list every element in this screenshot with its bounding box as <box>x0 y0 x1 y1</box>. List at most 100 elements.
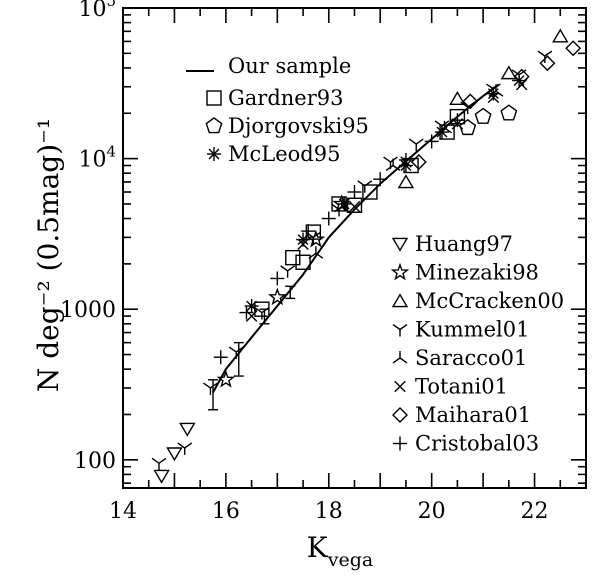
legend-swatch-mcleod95 <box>207 147 221 161</box>
point-saracco01-stroke <box>308 252 317 259</box>
legend-label-cristobal03: Cristobal03 <box>415 432 539 456</box>
point-kummel01-stroke <box>518 69 527 76</box>
point-huang97-shape <box>166 447 183 462</box>
legend-swatch-cristobal03 <box>393 436 407 451</box>
point-kummel01-stroke <box>357 180 366 187</box>
point-djorgovski95-shape <box>500 104 518 121</box>
point-totani01 <box>297 238 309 250</box>
point-huang97-shape <box>153 469 170 484</box>
point-saracco01-stroke <box>315 252 324 259</box>
y-axis-label: N deg⁻² (0.5mag)⁻¹ <box>32 118 65 392</box>
y-tick-label: 104 <box>78 143 116 173</box>
point-saracco01-stroke <box>437 127 445 134</box>
legend-swatch-totani01 <box>394 380 406 393</box>
point-gardner93 <box>285 249 301 266</box>
legend-swatch-mccracken00 <box>391 293 409 308</box>
point-kummel01-stroke <box>364 180 373 187</box>
point-mccracken00-shape <box>397 174 415 189</box>
axis-ticks <box>122 7 587 488</box>
point-kummel01-stroke <box>235 346 244 353</box>
point-djorgovski95 <box>500 104 518 121</box>
point-totani01-stroke <box>245 310 258 322</box>
legend-label-djorgovski95: Djorgovski95 <box>228 114 369 138</box>
x-tick-label: 20 <box>418 499 446 524</box>
point-kummel01 <box>537 50 553 64</box>
point-huang97 <box>166 447 183 462</box>
point-maihara01 <box>539 55 556 72</box>
point-huang97-shape <box>179 422 196 437</box>
point-kummel01 <box>228 346 244 359</box>
x-tick-label: 18 <box>315 499 343 524</box>
point-minezaki98 <box>306 229 326 248</box>
point-gardner93-shape <box>285 249 301 266</box>
point-kummel01-stroke <box>254 307 263 314</box>
point-kummel01-stroke <box>408 138 417 145</box>
point-kummel01-stroke <box>287 265 296 272</box>
x-axis-label: Kvega <box>307 531 373 571</box>
point-mccracken00-shape <box>449 90 466 105</box>
point-kummel01-stroke <box>460 101 469 108</box>
point-totani01 <box>348 200 361 213</box>
legend-label-huang97: Huang97 <box>415 232 513 256</box>
point-kummel01 <box>177 442 193 455</box>
legend-swatch-huang97 <box>391 237 409 252</box>
point-kummel01 <box>254 307 270 320</box>
point-saracco01-stroke <box>385 164 394 171</box>
legend-swatch-saracco01 <box>392 351 408 364</box>
point-gardner93 <box>362 184 378 200</box>
point-kummel01-stroke <box>177 442 186 449</box>
y-tick-label: 105 <box>78 0 116 22</box>
point-kummel01 <box>357 180 373 193</box>
legend-swatch-totani01-stroke <box>394 380 406 393</box>
legend-swatch-kummel01-stroke <box>392 324 401 331</box>
point-saracco01-stroke <box>392 164 401 171</box>
legend-label-saracco01: Saracco01 <box>415 346 527 370</box>
legend-label-gardner93: Gardner93 <box>228 86 344 110</box>
point-cristobal03 <box>213 350 228 365</box>
point-cristobal03 <box>239 305 254 320</box>
legend-label-our-sample: Our sample <box>228 54 351 78</box>
point-maihara01-shape <box>513 68 530 85</box>
point-kummel01-stroke <box>151 457 160 464</box>
legend-label-mcleod95: McLeod95 <box>228 142 340 166</box>
point-kummel01-stroke <box>280 265 289 272</box>
point-kummel01 <box>151 457 167 471</box>
point-totani01-stroke <box>297 238 309 250</box>
legend-swatch-huang97-shape <box>391 237 409 252</box>
point-huang97 <box>153 469 170 484</box>
x-tick-label: 14 <box>109 499 137 524</box>
point-kummel01-stroke <box>210 382 218 389</box>
point-kummel01-stroke <box>228 346 237 353</box>
point-kummel01-stroke <box>434 120 443 127</box>
point-mccracken00-shape <box>500 65 518 80</box>
point-cristobal03 <box>373 172 388 187</box>
legend-swatch-minezaki98 <box>390 262 410 281</box>
point-totani01-stroke <box>487 91 500 104</box>
point-minezaki98 <box>268 287 287 306</box>
point-djorgovski95-shape <box>474 107 492 124</box>
legend-label-maihara01: Maihara01 <box>415 403 531 427</box>
point-kummel01 <box>408 138 424 152</box>
point-mcleod95-stroke <box>297 234 309 246</box>
point-saracco01-stroke <box>334 206 343 213</box>
legend-swatch-maihara01 <box>392 407 408 423</box>
point-cristobal03 <box>347 185 362 200</box>
point-saracco01-stroke <box>444 127 452 134</box>
point-minezaki98 <box>216 370 236 388</box>
point-cristobal03 <box>301 224 316 239</box>
point-gardner93-shape <box>362 184 378 200</box>
point-kummel01 <box>280 265 296 278</box>
y-tick-label: 1000 <box>60 298 116 323</box>
point-minezaki98-shape <box>216 370 236 388</box>
x-tick-label: 16 <box>212 499 240 524</box>
point-djorgovski95 <box>459 118 477 136</box>
point-saracco01 <box>385 158 401 171</box>
y-tick-labels: 100 1000 104 105 <box>60 0 116 474</box>
legend-label-totani01: Totani01 <box>415 375 508 399</box>
data-points <box>151 28 582 484</box>
legend-swatch-maihara01-shape <box>392 407 408 423</box>
point-djorgovski95 <box>474 107 492 124</box>
point-saracco01 <box>308 246 324 259</box>
legend-swatch-minezaki98-shape <box>390 262 410 281</box>
